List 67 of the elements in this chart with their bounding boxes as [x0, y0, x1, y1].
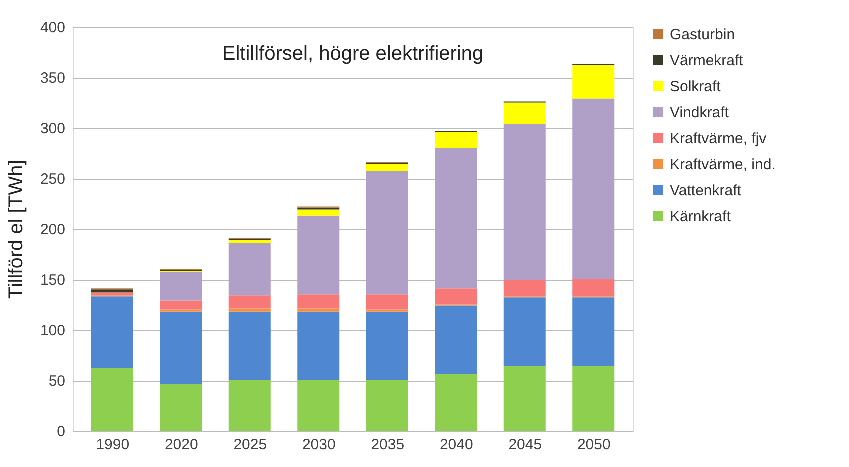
bar [91, 368, 134, 431]
bar [435, 288, 478, 305]
bar [91, 292, 134, 296]
bar [298, 308, 340, 312]
legend-label: Gasturbin [670, 26, 736, 44]
x-tick-label: 2050 [577, 436, 611, 454]
bar [298, 210, 340, 216]
bar [366, 294, 408, 310]
legend-label: Kraftvärme, fjv [670, 130, 768, 148]
legend-label: Vattenkraft [670, 182, 742, 200]
bar [572, 280, 615, 297]
bar [572, 65, 615, 99]
bar [366, 164, 408, 172]
bar [435, 306, 478, 374]
x-tick-label: 2025 [234, 436, 268, 454]
bar [572, 98, 615, 280]
legend-label: Kärnkraft [670, 208, 732, 226]
x-tick-label: 2040 [440, 436, 474, 454]
bar [504, 280, 546, 297]
bar [228, 296, 271, 309]
x-tick-label: 2035 [371, 436, 405, 454]
legend-label: Kraftvärme, ind. [670, 156, 776, 174]
y-tick-label: 400 [40, 20, 66, 36]
y-tick-label: 150 [40, 272, 66, 289]
bar [298, 294, 340, 309]
bar [91, 296, 134, 368]
bar [160, 384, 202, 431]
y-tick-label: 0 [57, 424, 66, 440]
bar [160, 300, 202, 310]
text: Eltillförsel, högre elektrifiering [222, 43, 484, 65]
y-tick-label: 100 [40, 322, 66, 340]
bar [504, 298, 546, 366]
bar [228, 312, 271, 380]
bar [504, 102, 546, 124]
bar [228, 308, 271, 312]
legend-label: Solkraft [670, 78, 722, 96]
bar [366, 171, 408, 295]
y-axis-title: Tillförd el [TWh] [5, 160, 28, 300]
x-tick-label: 2030 [302, 436, 336, 454]
x-tick-label: 1990 [96, 436, 130, 454]
bar [298, 380, 340, 431]
y-tick-label: 350 [40, 70, 66, 87]
bar [366, 312, 408, 380]
bar [435, 374, 478, 431]
x-tick-label: 2045 [508, 436, 542, 454]
bar [435, 132, 478, 148]
legend-label: Värmekraft [670, 52, 744, 70]
y-tick-label: 250 [40, 171, 66, 188]
bar [160, 312, 202, 385]
x-tick-label: 2020 [164, 436, 198, 454]
y-tick-label: 300 [40, 120, 66, 138]
bar [160, 272, 202, 301]
bar [228, 240, 271, 244]
bar [228, 243, 271, 296]
bar [298, 312, 340, 380]
bar [504, 124, 546, 281]
bar [572, 298, 615, 366]
legend-label: Vindkraft [670, 104, 730, 122]
bar [228, 380, 271, 431]
y-tick-label: 50 [48, 373, 66, 390]
bar [298, 216, 340, 295]
bar [572, 366, 615, 431]
y-tick-label: 200 [40, 222, 66, 238]
bar [435, 148, 478, 289]
bar [366, 380, 408, 431]
bar [504, 366, 546, 431]
bar [91, 290, 134, 293]
